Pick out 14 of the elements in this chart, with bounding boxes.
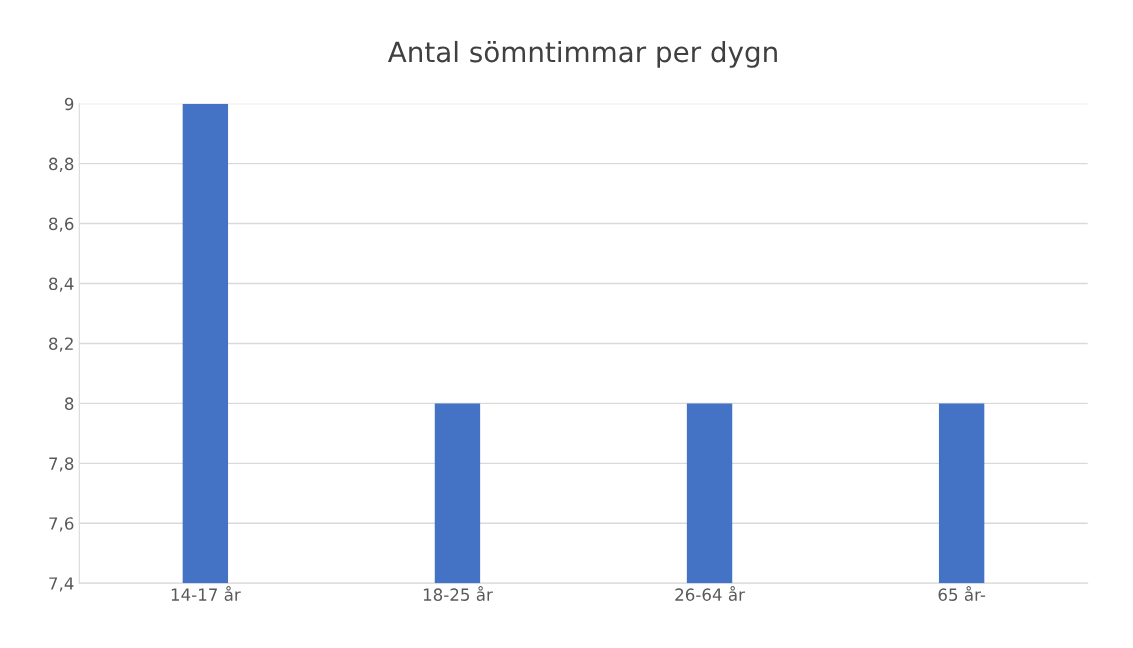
y-tick-label: 9 xyxy=(64,97,74,111)
x-tick-label: 65 år- xyxy=(938,586,986,601)
y-tick-label: 7,8 xyxy=(49,457,74,472)
y-tick-label: 8,8 xyxy=(49,157,74,172)
y-tick-label: 8 xyxy=(64,397,74,410)
y-tick-label: 7,6 xyxy=(49,517,74,532)
y-tick-label: 7,4 xyxy=(49,577,74,592)
chart-title: Antal sömntimmar per dygn xyxy=(387,40,777,68)
y-tick-label: 8,2 xyxy=(49,337,73,352)
x-tick-label: 18-25 år xyxy=(423,586,493,601)
y-tick-label: 8,6 xyxy=(49,217,74,232)
x-tick-label: 26-64 år xyxy=(675,586,745,601)
x-tick-label: 14-17 år xyxy=(171,586,241,601)
y-tick-label: 8,4 xyxy=(49,277,74,292)
